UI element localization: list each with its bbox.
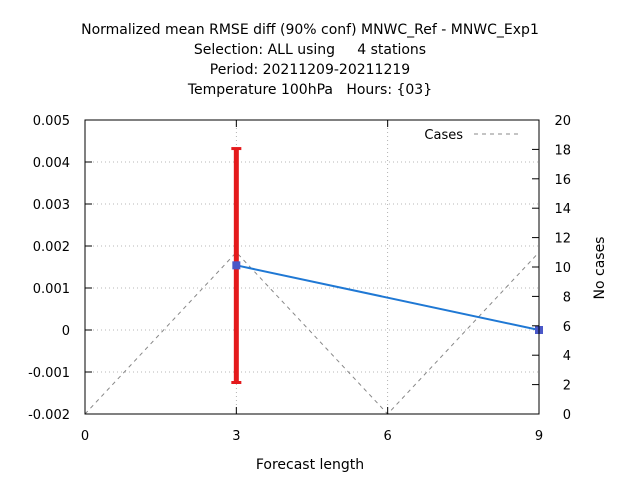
y2-tick-label: 0 [563,408,571,423]
chart-title-line-3: Period: 20211209-20211219 [210,62,410,78]
y-tick-label: 0 [62,324,70,339]
x-tick-label: 9 [535,429,543,444]
x-tick-label: 6 [384,429,392,444]
x-axis-label: Forecast length [256,457,364,473]
y2-tick-label: 10 [554,261,571,276]
legend-label-cases: Cases [424,128,463,143]
y-tick-label: 0.005 [33,114,70,129]
y-tick-label: 0.002 [33,240,70,255]
plot-frame [84,119,540,415]
y-tick-label: -0.002 [28,408,70,423]
chart-title-line-2: Selection: ALL using 4 stations [194,42,426,58]
series-cases-line [84,251,540,415]
y-tick-label: 0.004 [33,156,70,171]
series-rmse-point [232,261,241,270]
chart-title-line-4: Temperature 100hPa Hours: {03} [187,82,432,98]
chart-title-line-1: Normalized mean RMSE diff (90% conf) MNW… [81,22,539,38]
y-tick-label: 0.003 [33,198,70,213]
y2-tick-label: 18 [554,143,571,158]
y-tick-label: -0.001 [28,366,70,381]
y2-tick-label: 6 [563,320,571,335]
axis-ticks: 0.0050.0040.0030.0020.0010-0.001-0.00220… [28,114,571,444]
y2-axis-label: No cases [592,237,608,300]
y2-tick-label: 4 [563,349,571,364]
y2-tick-label: 16 [554,173,571,188]
legend: Cases [424,128,520,143]
x-tick-label: 3 [232,429,240,444]
x-tick-label: 0 [81,429,89,444]
y2-tick-label: 8 [563,290,571,305]
y2-tick-label: 20 [554,114,571,129]
series-rmse-line [236,264,540,331]
y-tick-label: 0.001 [33,282,70,297]
y2-tick-label: 2 [563,379,571,394]
plot-series [84,147,543,415]
y2-tick-label: 12 [554,232,571,247]
grid [85,120,539,414]
y2-tick-label: 14 [554,202,571,217]
